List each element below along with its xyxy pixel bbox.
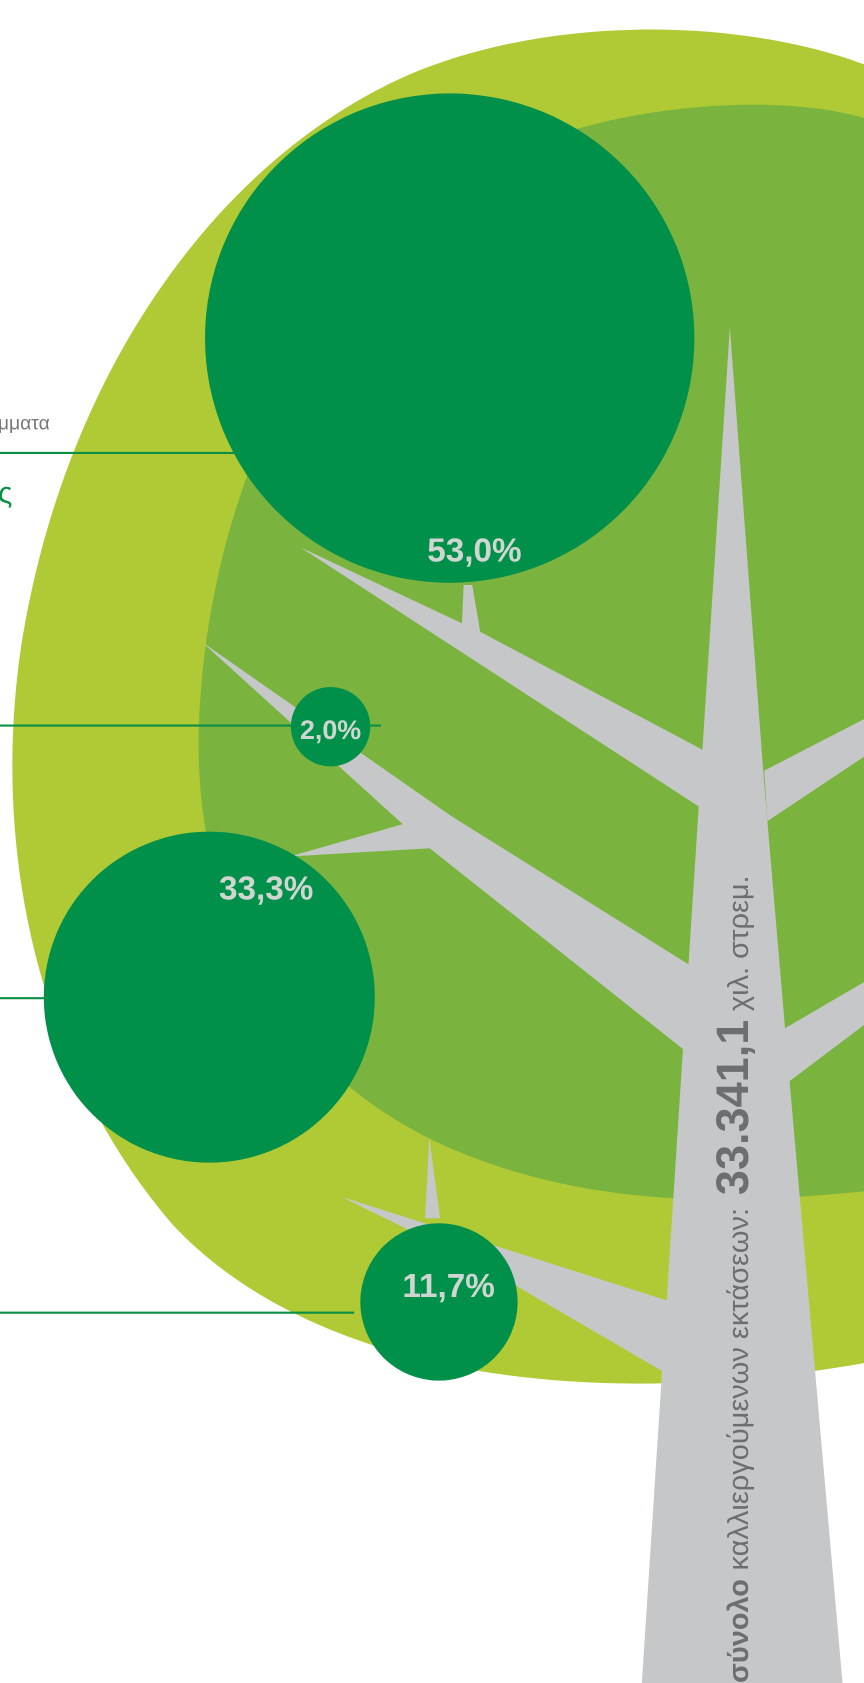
annotation: ς [0,476,12,509]
annotation: μματα [0,413,50,434]
bubble [205,93,694,582]
total-value: 33.341,1 [707,1020,758,1195]
value-label: 53,0% [427,533,521,570]
chart: μματα ς 53,0% 2,0% 33,3% 11,7% σύνολο καλλιε… [0,0,864,1683]
value-label: 11,7% [402,1268,495,1305]
value-label: 2,0% [300,715,361,745]
bubble [44,832,375,1163]
page: μματα ς 53,0% 2,0% 33,3% 11,7% σύνολο καλλιε… [0,0,864,1683]
value-label: 33,3% [219,871,313,908]
total-unit: χιλ. στρεμ. [723,875,755,1011]
total-prefix: σύνολο [723,1579,755,1683]
total-description: καλλιεργούμενων εκτάσεων: [723,1208,755,1570]
